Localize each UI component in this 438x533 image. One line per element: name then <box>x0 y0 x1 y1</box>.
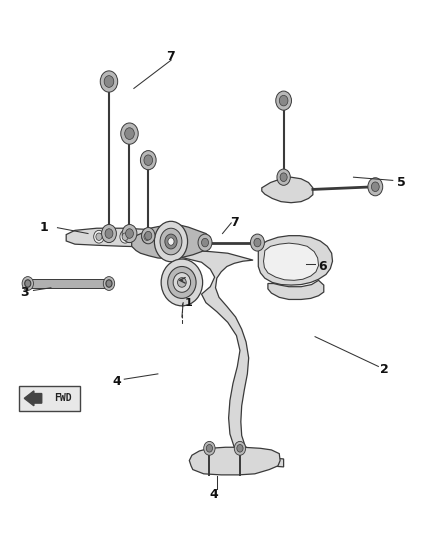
Polygon shape <box>268 280 324 300</box>
Text: 1: 1 <box>184 297 192 308</box>
Text: 6: 6 <box>318 260 327 273</box>
Circle shape <box>144 155 152 165</box>
Text: 4: 4 <box>209 488 218 500</box>
Polygon shape <box>132 225 210 259</box>
Circle shape <box>168 238 174 245</box>
Circle shape <box>100 71 118 92</box>
Circle shape <box>280 173 287 182</box>
Text: 4: 4 <box>112 375 121 389</box>
Circle shape <box>279 95 288 106</box>
Circle shape <box>234 441 246 455</box>
Polygon shape <box>166 251 284 467</box>
Polygon shape <box>264 243 318 280</box>
Text: 1: 1 <box>40 221 49 234</box>
Bar <box>28 279 109 288</box>
Circle shape <box>204 441 215 455</box>
Circle shape <box>277 169 290 185</box>
Circle shape <box>126 229 134 238</box>
Circle shape <box>102 224 117 243</box>
Circle shape <box>121 123 138 144</box>
Circle shape <box>368 177 383 196</box>
Circle shape <box>206 445 212 452</box>
Circle shape <box>154 221 187 262</box>
Circle shape <box>22 277 33 290</box>
Ellipse shape <box>177 278 186 287</box>
Text: FWD: FWD <box>54 393 71 403</box>
Circle shape <box>106 280 112 287</box>
Polygon shape <box>66 228 206 247</box>
Polygon shape <box>258 236 332 285</box>
Circle shape <box>237 445 243 452</box>
Circle shape <box>125 128 134 140</box>
Circle shape <box>96 233 102 240</box>
Text: 2: 2 <box>380 363 389 376</box>
Circle shape <box>122 233 128 240</box>
Circle shape <box>94 230 104 243</box>
Circle shape <box>198 234 212 251</box>
Text: 3: 3 <box>21 286 29 298</box>
FancyArrow shape <box>24 391 42 406</box>
Circle shape <box>371 182 379 191</box>
Ellipse shape <box>168 266 196 298</box>
Circle shape <box>105 229 113 238</box>
Circle shape <box>142 230 152 243</box>
Circle shape <box>103 277 115 290</box>
Polygon shape <box>189 447 280 475</box>
Circle shape <box>144 233 150 240</box>
Text: 5: 5 <box>397 176 406 189</box>
Circle shape <box>120 230 131 243</box>
Ellipse shape <box>161 259 203 306</box>
Circle shape <box>254 238 261 247</box>
Text: 7: 7 <box>230 216 239 229</box>
Circle shape <box>160 228 182 255</box>
Polygon shape <box>262 177 313 203</box>
Circle shape <box>276 91 291 110</box>
Text: 7: 7 <box>166 50 175 63</box>
Circle shape <box>145 231 152 240</box>
Circle shape <box>25 280 31 287</box>
Ellipse shape <box>173 272 191 292</box>
Circle shape <box>201 238 208 247</box>
Circle shape <box>141 151 156 169</box>
FancyBboxPatch shape <box>19 385 80 411</box>
Circle shape <box>141 228 155 244</box>
Circle shape <box>251 234 265 251</box>
Circle shape <box>122 224 137 243</box>
Circle shape <box>165 234 177 249</box>
Circle shape <box>104 76 114 87</box>
